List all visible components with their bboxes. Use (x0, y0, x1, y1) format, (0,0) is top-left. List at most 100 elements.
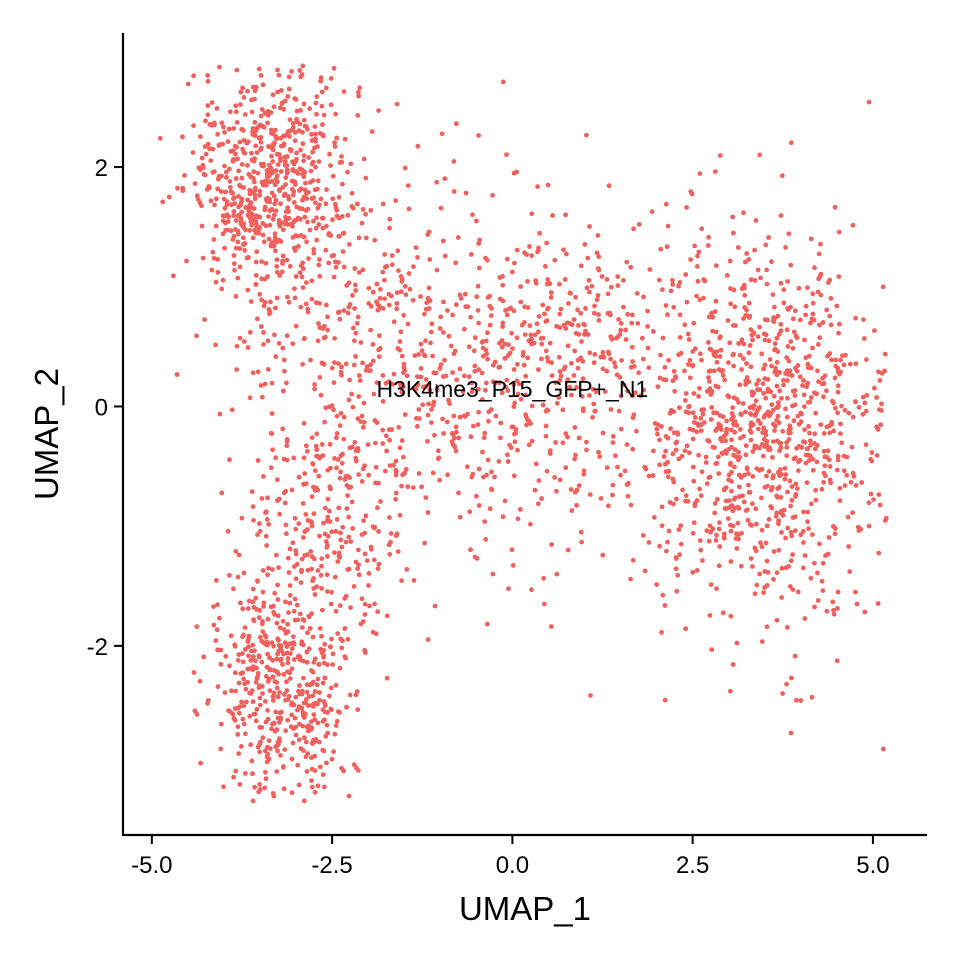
data-point (743, 452, 749, 458)
data-point (234, 343, 240, 349)
data-point (259, 107, 265, 112)
data-point (804, 446, 810, 452)
data-point (815, 570, 820, 576)
data-point (831, 607, 836, 613)
data-point (318, 78, 324, 84)
data-point (263, 533, 269, 539)
data-point (841, 362, 847, 368)
data-point (228, 202, 234, 208)
data-point (752, 413, 758, 418)
data-point (238, 89, 244, 95)
data-point (325, 496, 331, 502)
data-point (490, 192, 495, 198)
data-point (349, 204, 355, 209)
data-point (808, 442, 813, 448)
data-point (806, 424, 811, 429)
data-point (278, 239, 284, 244)
data-point (351, 584, 357, 589)
data-point (226, 126, 232, 132)
data-point (185, 81, 191, 87)
data-point (372, 237, 378, 243)
data-point (257, 192, 263, 198)
data-point (772, 341, 778, 346)
data-point (783, 472, 789, 477)
data-point (298, 186, 304, 192)
data-point (437, 366, 443, 371)
data-point (315, 568, 321, 573)
data-point (357, 85, 362, 91)
data-point (463, 190, 469, 196)
data-point (584, 447, 589, 453)
data-point (717, 544, 723, 549)
data-point (233, 176, 239, 181)
data-point (359, 532, 365, 537)
data-point (340, 249, 346, 255)
data-point (270, 142, 276, 148)
data-point (257, 122, 263, 128)
data-point (285, 621, 290, 627)
data-point (770, 455, 775, 460)
data-point (349, 499, 355, 505)
data-point (309, 784, 315, 790)
data-point (414, 424, 420, 429)
data-point (666, 528, 672, 534)
data-point (833, 357, 839, 363)
data-point (676, 456, 682, 462)
data-point (789, 484, 795, 489)
data-point (282, 500, 288, 506)
data-point (771, 576, 776, 582)
data-point (808, 365, 814, 371)
data-point (684, 299, 690, 305)
data-point (616, 408, 622, 414)
data-point (290, 341, 296, 347)
data-point (731, 505, 737, 511)
data-point (492, 359, 498, 365)
data-point (270, 447, 275, 453)
data-point (569, 392, 574, 398)
data-point (294, 116, 299, 122)
data-point (496, 459, 502, 464)
data-point (301, 675, 306, 681)
data-point (503, 384, 508, 390)
data-point (253, 214, 259, 220)
data-point (199, 223, 205, 229)
data-point (334, 465, 339, 471)
data-point (740, 493, 745, 499)
data-point (757, 152, 763, 158)
data-point (353, 330, 359, 336)
data-point (853, 589, 858, 595)
data-point (213, 638, 219, 643)
data-point (763, 395, 769, 401)
data-point (327, 441, 333, 447)
data-point (712, 510, 718, 516)
data-point (515, 447, 520, 453)
data-point (610, 434, 616, 439)
data-point (295, 762, 301, 768)
data-point (722, 377, 727, 383)
data-point (322, 531, 328, 537)
data-point (308, 727, 314, 732)
data-point (262, 785, 268, 791)
data-point (223, 189, 229, 195)
data-point (266, 522, 271, 527)
data-point (691, 478, 697, 484)
data-point (292, 182, 298, 187)
data-point (317, 626, 323, 631)
data-point (770, 439, 776, 444)
data-point (821, 470, 827, 476)
data-point (801, 378, 806, 383)
data-point (543, 263, 548, 269)
data-point (283, 488, 289, 494)
data-point (297, 721, 302, 727)
data-point (341, 308, 347, 313)
data-point (303, 512, 309, 517)
data-point (249, 150, 254, 156)
data-point (776, 521, 781, 527)
data-point (248, 174, 254, 180)
data-point (525, 355, 531, 361)
data-point (387, 551, 393, 557)
data-point (249, 211, 255, 217)
data-point (554, 571, 560, 577)
data-point (810, 456, 816, 462)
data-point (247, 713, 253, 719)
